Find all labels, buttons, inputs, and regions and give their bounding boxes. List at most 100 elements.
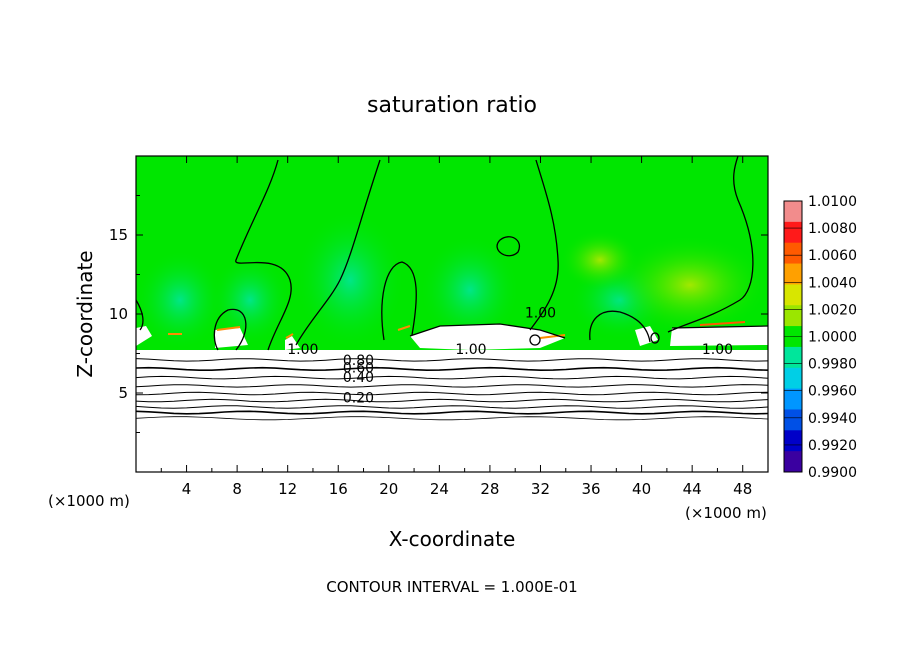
contour-line <box>136 299 144 331</box>
colorbar-label: 1.0060 <box>808 248 857 264</box>
subsaturated-contours <box>136 358 768 421</box>
colorbar-swatch <box>784 263 802 285</box>
contour-lines <box>136 156 768 351</box>
colorbar-label: 0.9980 <box>808 357 857 373</box>
orange-edge <box>216 326 241 331</box>
cloud-top-white-regions <box>136 321 768 350</box>
contour-line <box>295 159 381 346</box>
contour-line <box>136 410 768 415</box>
y-tick-label: 15 <box>109 226 128 244</box>
x-unit-label: (×1000 m) <box>48 492 130 510</box>
y-axis-label: Z-coordinate <box>73 250 97 377</box>
colorbar-label: 0.9960 <box>808 384 857 400</box>
orange-edge <box>539 334 566 339</box>
cyan-patch <box>210 255 290 345</box>
colorbar-swatch <box>784 201 802 223</box>
contour-line <box>136 391 768 396</box>
colorbar-swatch <box>784 221 802 244</box>
colorbar-swatch <box>784 305 802 327</box>
x-tick-label: 48 <box>733 480 752 498</box>
contour-line <box>496 236 521 257</box>
colorbar-swatch <box>784 367 802 390</box>
y-tick-label: 5 <box>118 384 128 402</box>
orange-edge <box>699 321 746 326</box>
colorbar-label: 1.0080 <box>808 221 857 237</box>
x-axis: 4 8 12 16 20 24 28 32 36 40 44 48 <box>160 156 752 498</box>
contour-label: 0.40 <box>343 370 374 386</box>
lime-patch <box>610 235 768 335</box>
colorbar-swatch <box>784 346 802 369</box>
white-region <box>136 326 152 346</box>
orange-edge <box>285 333 294 339</box>
contour-line <box>589 310 651 343</box>
x-tick-label: 28 <box>480 480 499 498</box>
colorbar-label: 1.0000 <box>808 330 857 346</box>
contour-label: 0.60 <box>343 361 374 377</box>
colorbar-swatch <box>784 430 802 452</box>
colorbar-swatch <box>784 284 802 306</box>
contour-label: 0.80 <box>343 353 374 369</box>
colorbar-label: 0.9940 <box>808 411 857 427</box>
x-tick-label: 8 <box>232 480 242 498</box>
contour-label: 0.20 <box>343 391 374 407</box>
cyan-patch <box>136 250 225 350</box>
contour-line <box>136 366 768 372</box>
contour-line <box>213 308 247 351</box>
chart-title: saturation ratio <box>367 93 537 118</box>
y-axis: 5 10 15 <box>109 195 768 433</box>
colorbar-label: 1.0100 <box>808 194 857 210</box>
x-tick-label: 24 <box>430 480 449 498</box>
colorbar-label: 1.0040 <box>808 275 857 291</box>
x-unit-label-right: (×1000 m) <box>685 504 767 522</box>
x-tick-label: 40 <box>632 480 651 498</box>
white-region <box>215 328 248 348</box>
cyan-patch <box>295 210 405 350</box>
contour-line <box>136 384 768 388</box>
colorbar-label: 0.9900 <box>808 465 857 481</box>
y-tick-label: 10 <box>109 305 128 323</box>
contour-label: 1.00 <box>702 342 733 358</box>
contour-line <box>650 332 660 344</box>
x-tick-label: 12 <box>278 480 297 498</box>
contour-interval-footer: CONTOUR INTERVAL = 1.000E-01 <box>326 578 577 596</box>
colorbar-swatch <box>784 242 802 265</box>
x-tick-label: 4 <box>182 480 192 498</box>
lime-patch <box>560 230 640 290</box>
contour-line <box>136 398 768 403</box>
cyan-patch <box>420 235 520 345</box>
plot-area <box>136 156 768 472</box>
contour-line <box>529 159 559 331</box>
colorbar-label: 0.9920 <box>808 438 857 454</box>
x-tick-label: 16 <box>329 480 348 498</box>
field-shading <box>136 210 768 350</box>
contour-labels: 1.00 1.00 1.00 1.00 0.800.600.40 0.20 <box>287 305 733 406</box>
contour-line <box>671 325 768 329</box>
contour-line <box>381 261 417 341</box>
colorbar-label: 1.0020 <box>808 302 857 318</box>
contour-line <box>136 416 768 421</box>
x-tick-label: 44 <box>683 480 702 498</box>
x-tick-label: 36 <box>581 480 600 498</box>
white-region <box>285 336 300 350</box>
colorbar-swatch <box>784 409 802 431</box>
colorbar: 1.0100 1.0080 1.0060 1.0040 1.0020 1.0000 0.99… <box>783 194 857 481</box>
contour-label: 1.00 <box>525 305 556 321</box>
contour-line <box>409 323 566 339</box>
white-region <box>410 324 565 350</box>
colorbar-swatch <box>784 451 802 473</box>
colorbar-swatch <box>784 388 802 410</box>
contour-line <box>136 358 768 362</box>
contour-line <box>136 375 768 380</box>
white-region <box>670 326 768 346</box>
contour-line <box>529 334 541 346</box>
orange-edge <box>397 325 411 331</box>
contour-label: 1.00 <box>455 342 486 358</box>
x-axis-label: X-coordinate <box>389 527 516 551</box>
x-tick-label: 20 <box>379 480 398 498</box>
contour-line <box>235 159 292 351</box>
x-tick-label: 32 <box>531 480 550 498</box>
contour-label: 1.00 <box>287 342 318 358</box>
contour-line <box>667 156 754 333</box>
contour-line <box>136 405 768 409</box>
